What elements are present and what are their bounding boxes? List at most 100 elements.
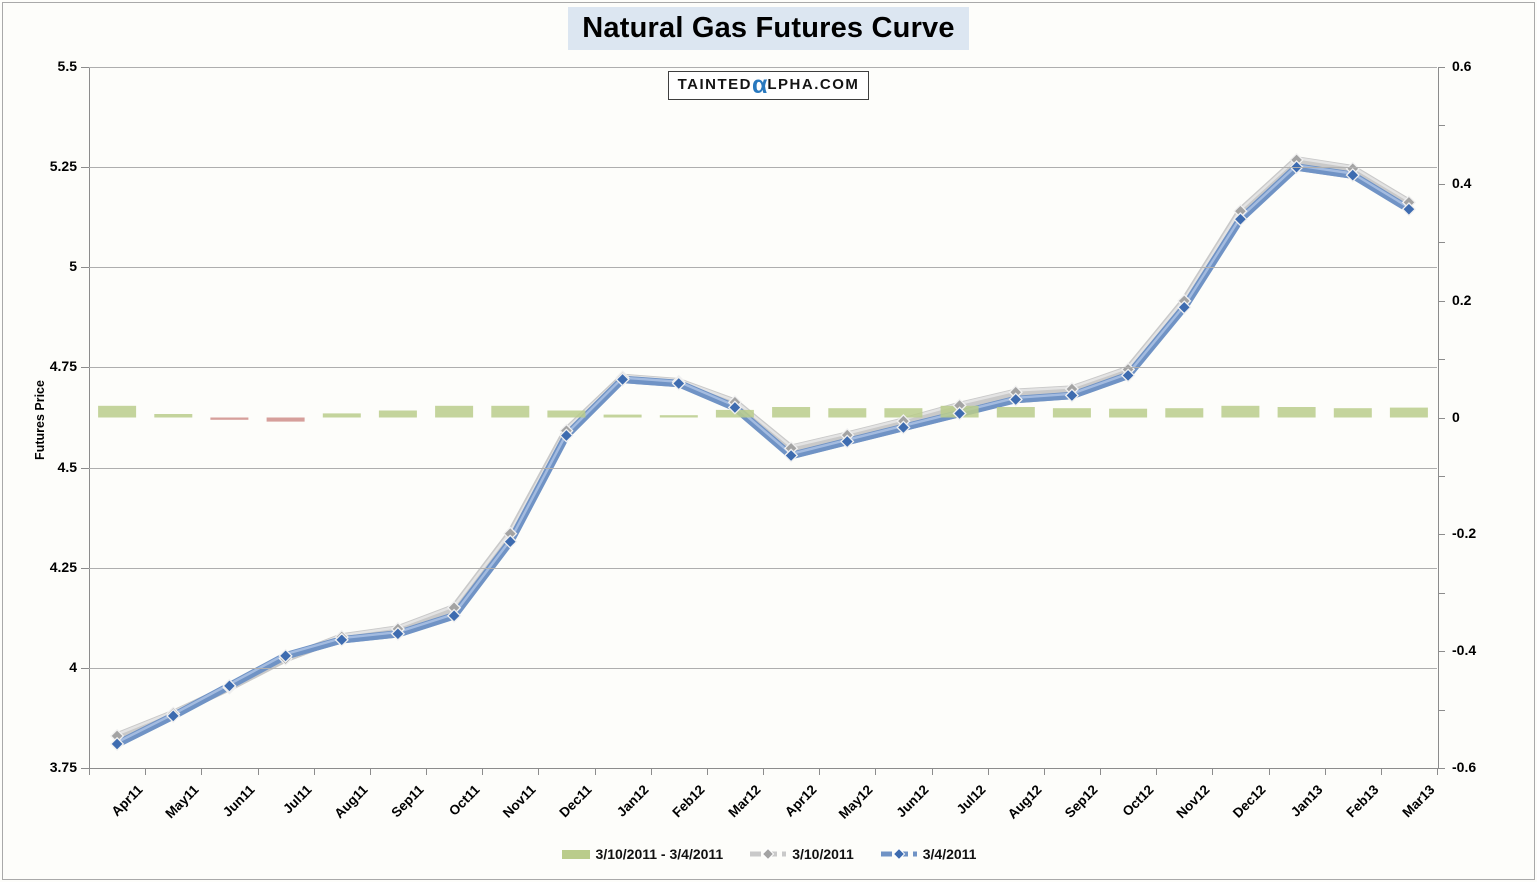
logo-alpha-icon: α	[752, 71, 768, 99]
chart-title: Natural Gas Futures Curve	[568, 7, 969, 50]
x-axis-tick	[482, 769, 484, 775]
x-axis-tick-label: Jun11	[220, 782, 259, 820]
legend-item-2011-03-10: 3/10/2011	[749, 846, 854, 862]
gridline	[89, 167, 1437, 169]
x-axis-tick-label: Jan13	[1287, 782, 1326, 820]
x-axis-tick-label: Mar13	[1399, 782, 1438, 821]
y-axis-right-tick	[1438, 592, 1445, 594]
x-axis-tick	[875, 769, 877, 775]
y-axis-left-tick-label: 3.75	[49, 759, 77, 775]
x-axis-tick-label: Aug11	[331, 782, 371, 822]
y-axis-right-tick-label: -0.2	[1452, 525, 1477, 542]
y-axis-left-tick-label: 5.25	[49, 158, 77, 175]
x-axis-tick	[538, 769, 540, 775]
x-axis-tick-label: Nov11	[500, 782, 539, 821]
x-axis-tick-label: Sep12	[1061, 782, 1101, 821]
x-axis-tick	[1100, 769, 1101, 775]
x-axis-tick	[369, 769, 371, 775]
legend-item-2011-03-04: 3/4/2011	[880, 846, 976, 862]
legend-swatch-gray-line-icon	[750, 848, 787, 860]
legend-label: 3/10/2011	[792, 846, 854, 862]
x-axis-tick-label: Nov12	[1173, 782, 1213, 822]
x-axis-tick	[426, 769, 427, 775]
y-axis-right-tick	[1438, 768, 1445, 769]
y-axis-right-tick-label: 0.4	[1452, 174, 1472, 191]
plot-area	[89, 67, 1439, 769]
y-axis-left-tick-label: 4	[69, 658, 77, 675]
y-axis-right-tick-label: 0.6	[1452, 58, 1472, 74]
y-axis-right-tick	[1438, 300, 1445, 302]
x-axis-tick	[1156, 769, 1158, 775]
logo-text-suffix: LPHA.COM	[767, 76, 860, 93]
x-axis-tick	[201, 769, 203, 775]
gridline	[89, 667, 1437, 669]
legend-label: 3/10/2011 - 3/4/2011	[595, 846, 724, 862]
y-axis-right-tick	[1438, 359, 1445, 361]
x-axis-tick	[763, 769, 764, 775]
logo-row: TAINTEDαLPHA.COM	[0, 71, 1537, 100]
title-row: Natural Gas Futures Curve	[0, 7, 1537, 50]
x-axis-tick-label: May12	[836, 782, 876, 822]
legend-swatch-blue-line-icon	[880, 848, 917, 860]
y-axis-left-tick	[81, 667, 89, 669]
x-axis-tick-label: Oct12	[1119, 782, 1157, 820]
logo-text-prefix: TAINTED	[677, 76, 752, 93]
x-axis-tick-label: Oct11	[446, 782, 483, 819]
x-axis-tick-label: May11	[162, 782, 202, 822]
x-axis-tick-label: Dec12	[1230, 782, 1270, 821]
x-axis-tick	[987, 769, 989, 775]
x-axis-tick	[1324, 769, 1326, 775]
x-axis-tick	[1212, 769, 1214, 775]
x-axis-tick-label: Jun12	[893, 782, 933, 821]
y-axis-left-tick-label: 5	[69, 258, 77, 275]
x-axis-tick	[594, 769, 596, 775]
legend-swatch-bar-icon	[561, 850, 590, 859]
y-axis-left-tick-label: 5.5	[57, 58, 77, 74]
y-axis-right-tick-label: 0	[1452, 408, 1460, 425]
x-axis-tick	[1380, 769, 1382, 775]
y-axis-right-tick	[1438, 417, 1445, 419]
y-axis-left-tick-label: 4.25	[49, 558, 77, 575]
y-axis-right-tick	[1438, 183, 1445, 185]
x-axis-tick-label: Aug12	[1004, 782, 1045, 822]
x-axis-tick-label: Jul12	[953, 782, 989, 818]
y-axis-right-tick	[1438, 709, 1445, 711]
gridline	[89, 367, 1437, 369]
x-axis-tick-label: Sep11	[388, 782, 427, 821]
site-logo: TAINTEDαLPHA.COM	[667, 71, 870, 100]
x-axis-tick	[89, 769, 90, 775]
x-axis-tick-label: Jul11	[279, 782, 315, 817]
y-axis-left-tick	[81, 567, 89, 569]
y-axis-left-tick	[81, 467, 89, 469]
x-axis-tick	[650, 769, 652, 775]
y-axis-right-tick	[1438, 242, 1445, 244]
y-axis-right-tick	[1438, 651, 1445, 653]
x-axis-tick	[313, 769, 315, 775]
y-axis-left-tick	[81, 367, 89, 369]
gridline	[89, 467, 1437, 469]
y-axis-left-tick	[81, 267, 89, 269]
legend-item-diff: 3/10/2011 - 3/4/2011	[561, 846, 724, 862]
chart-legend: 3/10/2011 - 3/4/2011 3/10/2011 3/4/2011	[0, 846, 1537, 862]
x-axis-tick-label: Apr11	[108, 782, 146, 820]
gridline	[89, 567, 1437, 569]
x-axis-tick-label: Dec11	[556, 782, 596, 821]
x-axis-tick-label: Mar12	[725, 782, 764, 821]
x-axis-tick	[931, 769, 933, 775]
x-axis-tick-label: Jan12	[613, 782, 652, 820]
x-axis-tick	[819, 769, 821, 775]
y-axis-left-tick	[81, 67, 89, 68]
y-axis-left-tick-label: 4.75	[49, 358, 77, 375]
y-axis-right-tick	[1438, 125, 1445, 127]
x-axis-tick-label: Feb12	[669, 782, 708, 821]
x-axis-tick-label: Apr12	[782, 782, 820, 820]
gridline	[89, 267, 1437, 269]
x-axis-tick-label: Feb13	[1343, 782, 1382, 821]
y-axis-left-tick-label: 4.5	[57, 458, 77, 475]
y-axis-right-tick-label: -0.4	[1452, 642, 1477, 659]
y-axis-right-tick-label: -0.6	[1452, 759, 1477, 775]
x-axis-tick	[1437, 769, 1438, 775]
x-axis-tick	[1268, 769, 1270, 775]
y-axis-left-tick	[81, 167, 89, 169]
